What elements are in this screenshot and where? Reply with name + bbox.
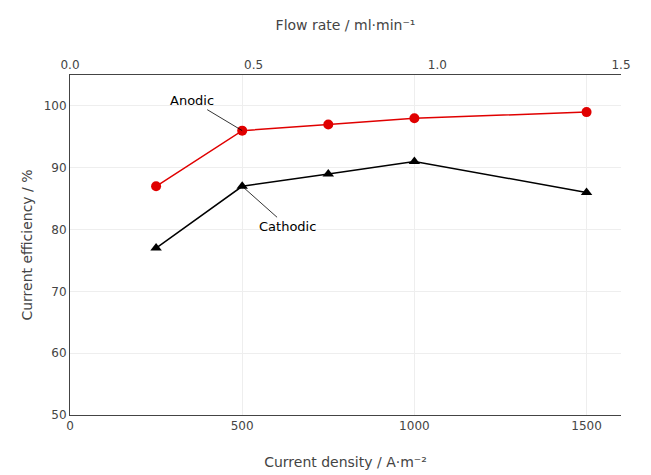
svg-text:1.0: 1.0 <box>428 58 447 72</box>
svg-text:1500: 1500 <box>571 419 602 433</box>
svg-text:0: 0 <box>66 419 74 433</box>
svg-text:80: 80 <box>51 223 66 237</box>
svg-text:Cathodic: Cathodic <box>259 219 316 234</box>
svg-text:Anodic: Anodic <box>170 93 214 108</box>
svg-text:1000: 1000 <box>399 419 430 433</box>
svg-text:70: 70 <box>51 285 66 299</box>
svg-text:Flow rate / ml·min⁻¹: Flow rate / ml·min⁻¹ <box>276 17 416 33</box>
svg-text:50: 50 <box>51 408 66 422</box>
svg-text:Current efficiency / %: Current efficiency / % <box>19 169 35 320</box>
svg-text:1.5: 1.5 <box>611 58 630 72</box>
svg-text:500: 500 <box>231 419 254 433</box>
svg-text:0.5: 0.5 <box>244 58 263 72</box>
svg-text:90: 90 <box>51 161 66 175</box>
svg-text:60: 60 <box>51 346 66 360</box>
svg-text:100: 100 <box>44 99 67 113</box>
svg-text:0.0: 0.0 <box>60 58 79 72</box>
svg-text:Current density / A·m⁻²: Current density / A·m⁻² <box>264 454 427 470</box>
